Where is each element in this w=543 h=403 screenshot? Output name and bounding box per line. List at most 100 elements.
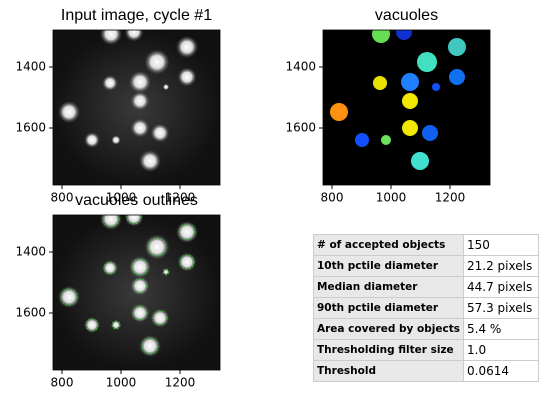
object <box>373 76 387 90</box>
cell <box>99 215 123 231</box>
outline <box>126 215 142 225</box>
cell <box>57 100 81 124</box>
cell <box>138 149 162 173</box>
value-cell: 0.0614 <box>463 360 540 382</box>
axes-frame <box>52 214 221 371</box>
label-cell: Thresholding filter size <box>312 339 465 361</box>
image <box>53 215 220 370</box>
label-cell: # of accepted objects <box>312 234 465 256</box>
y-tick-label: 1400 <box>15 60 46 74</box>
outline <box>60 288 78 306</box>
image <box>323 30 490 185</box>
outline <box>132 305 148 321</box>
outline <box>147 237 167 257</box>
cell <box>111 320 121 330</box>
label-cell: Threshold <box>312 360 465 382</box>
object <box>401 73 419 91</box>
object <box>448 38 466 56</box>
cell <box>84 132 100 148</box>
table-row: # of accepted objects 150 <box>312 234 540 256</box>
object <box>381 135 391 145</box>
label-cell: 10th pctile diameter <box>312 255 465 277</box>
cell <box>177 67 197 87</box>
object <box>432 83 440 91</box>
outline <box>102 215 120 228</box>
cell <box>124 30 144 42</box>
outline <box>152 310 168 326</box>
cell <box>124 215 144 227</box>
object <box>422 125 438 141</box>
value-cell: 1.0 <box>463 339 540 361</box>
cell <box>102 75 118 91</box>
object <box>411 152 429 170</box>
outline <box>162 268 170 276</box>
object <box>417 52 437 72</box>
cell <box>144 49 170 75</box>
label-cell: Median diameter <box>312 276 465 298</box>
outline <box>85 318 99 332</box>
x-tick-label: 1000 <box>106 376 137 390</box>
cell <box>128 70 152 94</box>
axes-frame <box>322 29 491 186</box>
table-row: Area covered by objects 5.4 % <box>312 318 540 340</box>
object <box>449 69 465 85</box>
measurement-table: # of accepted objects 150 10th pctile diam… <box>312 234 540 382</box>
cell <box>99 30 123 46</box>
outline <box>111 320 121 330</box>
table-row: Thresholding filter size 1.0 <box>312 339 540 361</box>
cell <box>162 268 170 276</box>
value-cell: 5.4 % <box>463 318 540 340</box>
object <box>402 120 418 136</box>
y-tick-label: 1600 <box>285 121 316 135</box>
outline <box>178 223 196 241</box>
x-tick-label: 1200 <box>165 376 196 390</box>
panel-title: vacuoles <box>375 7 438 24</box>
cell <box>162 83 170 91</box>
x-tick-label: 800 <box>51 191 74 205</box>
outline <box>141 337 159 355</box>
value-cell: 57.3 pixels <box>463 297 540 319</box>
label-cell: Area covered by objects <box>312 318 465 340</box>
value-cell: 44.7 pixels <box>463 276 540 298</box>
x-tick-label: 1000 <box>376 191 407 205</box>
panel-title: Input image, cycle #1 <box>61 7 212 24</box>
panel-title: vacuoles outlines <box>75 192 198 209</box>
value-cell: 150 <box>463 234 540 256</box>
outline <box>131 258 149 276</box>
image-panel: vacuoles 800 1000 1200 1400 1600 <box>285 7 491 205</box>
object <box>372 30 390 43</box>
axes-frame <box>52 29 221 186</box>
cell <box>175 35 199 59</box>
object <box>402 93 418 109</box>
image <box>53 30 220 185</box>
x-tick-label: 1200 <box>165 191 196 205</box>
x-tick-label: 800 <box>51 376 74 390</box>
object <box>330 103 348 121</box>
x-tick-label: 800 <box>321 191 344 205</box>
table-row: Threshold 0.0614 <box>312 360 540 382</box>
object <box>396 30 412 40</box>
value-cell: 21.2 pixels <box>463 255 540 277</box>
table-row: 90th pctile diameter 57.3 pixels <box>312 297 540 319</box>
y-tick-label: 1600 <box>15 306 46 320</box>
image-panel: Input image, cycle #1 800 1000 1200 1400 1600 <box>15 7 221 205</box>
outline <box>103 261 117 275</box>
cell <box>130 118 150 138</box>
table-row: 10th pctile diameter 21.2 pixels <box>312 255 540 277</box>
y-tick-label: 1400 <box>285 60 316 74</box>
cell <box>150 123 170 143</box>
y-tick-label: 1400 <box>15 245 46 259</box>
x-tick-label: 1000 <box>106 191 137 205</box>
object <box>355 133 369 147</box>
outline <box>132 278 148 294</box>
label-cell: 90th pctile diameter <box>312 297 465 319</box>
x-tick-label: 1200 <box>435 191 466 205</box>
cell <box>130 91 150 111</box>
y-tick-label: 1600 <box>15 121 46 135</box>
outline <box>179 254 195 270</box>
table-row: Median diameter 44.7 pixels <box>312 276 540 298</box>
cell <box>111 135 121 145</box>
